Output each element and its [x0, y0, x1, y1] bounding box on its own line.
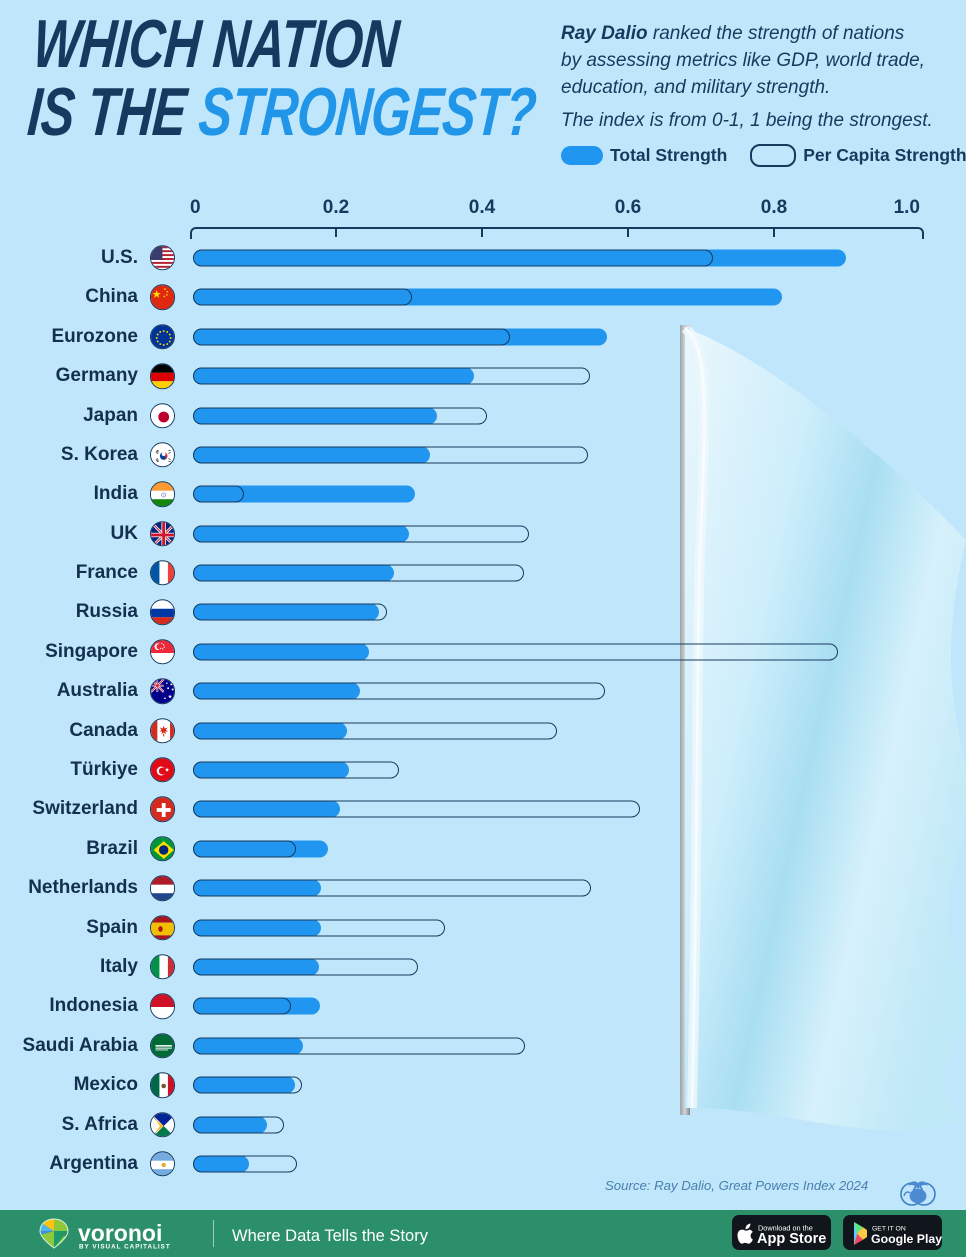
svg-text:Google Play: Google Play: [871, 1232, 942, 1246]
svg-text:App Store: App Store: [757, 1231, 826, 1247]
svg-text:BY VISUAL CAPITALIST: BY VISUAL CAPITALIST: [79, 1244, 171, 1250]
svg-text:voronoi: voronoi: [78, 1220, 162, 1246]
